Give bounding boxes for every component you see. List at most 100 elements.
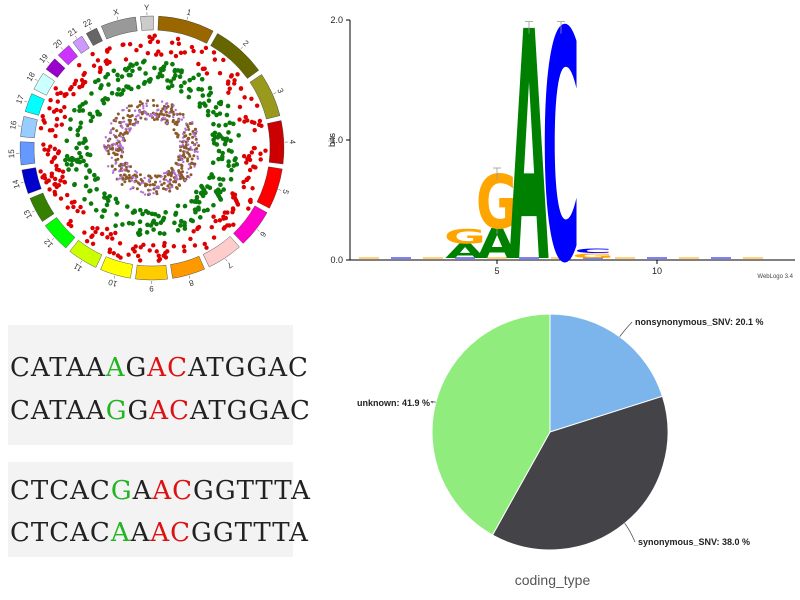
brown-track-point [178, 112, 182, 116]
green-track-point [229, 167, 234, 173]
brown-track-point [191, 129, 195, 133]
brown-track-point [143, 182, 147, 186]
brown-track-point [188, 132, 192, 136]
red-track-point [154, 249, 159, 254]
green-track-point [113, 196, 119, 202]
red-track-point [241, 179, 246, 185]
chromosome-label-X: X [112, 7, 120, 17]
tick-mark [60, 47, 63, 50]
chromosome-16 [20, 116, 38, 139]
red-track-point [156, 49, 161, 54]
pie-label-nonsynonymous_SNV: nonsynonymous_SNV: 20.1 % [635, 317, 764, 327]
purple-track-point [155, 115, 159, 118]
brown-track-point [149, 176, 153, 180]
green-track-point [203, 190, 208, 196]
green-track-point [206, 98, 212, 103]
green-track-point [64, 138, 70, 144]
purple-track-point [185, 171, 189, 174]
purple-track-point [120, 165, 124, 169]
brown-track-point [127, 173, 131, 177]
red-track-point [155, 39, 161, 45]
green-track-point [190, 218, 196, 224]
green-track-point [144, 230, 150, 235]
purple-track-point [196, 157, 200, 160]
red-track-point [81, 210, 86, 215]
green-track-point [142, 58, 147, 64]
sequence-row-1: CATAAAGACATGGAC [10, 353, 309, 383]
pie-label-synonymous_SNV: synonymous_SNV: 38.0 % [638, 537, 750, 547]
red-track-point [78, 204, 83, 210]
pie-connector [624, 523, 636, 543]
purple-track-point [180, 118, 184, 121]
green-track-point [220, 154, 225, 159]
green-track-point [104, 195, 110, 201]
green-track-point [187, 77, 193, 83]
green-track-point [216, 123, 222, 128]
tick-mark [225, 258, 228, 262]
green-track-point [175, 228, 181, 233]
logo-noise-mark [423, 257, 443, 259]
red-track-point [56, 182, 62, 188]
purple-track-point [165, 178, 168, 182]
red-track-point [132, 249, 137, 254]
red-track-point [54, 123, 59, 128]
brown-track-point [178, 158, 182, 162]
green-track-point [101, 100, 107, 106]
brown-track-point [156, 174, 160, 178]
purple-track-point [193, 165, 196, 168]
green-track-point [72, 182, 77, 188]
purple-track-point [140, 182, 143, 185]
green-track-point [80, 101, 86, 107]
red-track-point [62, 92, 67, 97]
green-track-point [231, 121, 236, 127]
green-track-point [77, 150, 82, 156]
brown-track-point [178, 149, 182, 153]
brown-track-point [191, 141, 195, 145]
purple-track-point [184, 178, 187, 182]
brown-track-point [170, 109, 174, 113]
sequence-segment: AC [152, 476, 194, 506]
green-track-point [170, 61, 175, 67]
green-track-point [138, 207, 143, 213]
purple-track-point [163, 109, 166, 112]
green-track-point [81, 140, 86, 146]
green-track-point [116, 87, 121, 92]
green-track-point [93, 207, 99, 213]
purple-track-point [135, 171, 139, 174]
purple-track-point [110, 128, 113, 132]
red-track-point [138, 245, 143, 250]
green-track-point [136, 84, 141, 90]
green-track-point [178, 89, 184, 94]
green-track-point [169, 83, 175, 89]
brown-track-point [118, 164, 122, 168]
red-track-point [241, 154, 247, 159]
green-track-point [216, 132, 222, 137]
purple-track-point [112, 133, 116, 137]
tick-mark [273, 92, 277, 95]
sequence-segment: CTCAC [10, 518, 111, 548]
chromosome-1 [157, 15, 214, 44]
red-track-point [168, 50, 174, 55]
red-track-point [259, 123, 264, 128]
green-track-point [90, 114, 95, 120]
purple-track-point [133, 124, 136, 127]
red-track-point [52, 182, 57, 187]
red-track-point [113, 230, 118, 236]
chromosome-5 [256, 166, 283, 209]
green-track-point [95, 109, 100, 115]
red-track-point [196, 61, 201, 67]
purple-track-point [136, 121, 139, 125]
brown-track-point [129, 165, 133, 169]
sequence-segment: A [110, 518, 131, 548]
y-axis-label: bits [327, 133, 337, 148]
green-track-point [226, 130, 231, 135]
red-track-point [238, 86, 244, 91]
brown-track-point [166, 104, 170, 108]
brown-track-point [181, 113, 185, 117]
purple-track-point [109, 131, 113, 134]
green-track-point [77, 141, 82, 146]
chromosome-label-6: 6 [258, 230, 268, 239]
green-track-point [201, 208, 207, 214]
purple-track-point [145, 118, 148, 121]
logo-noise-mark [743, 257, 763, 259]
